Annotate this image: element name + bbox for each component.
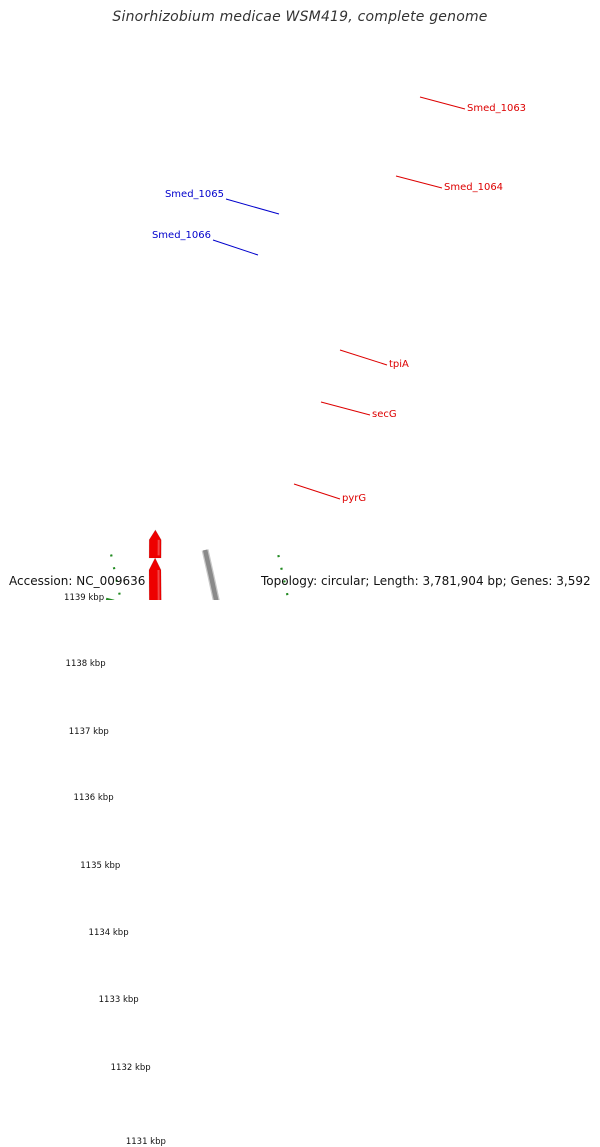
gene-label[interactable]: tpiA [389, 359, 409, 370]
tick-label: 1131 kbp [125, 1137, 166, 1147]
genome-map [105, 96, 466, 600]
tick-label: 1138 kbp [65, 659, 106, 669]
tick-label: 1134 kbp [88, 928, 129, 938]
cds-red-bottom-shine [157, 570, 160, 600]
gene-label[interactable]: Smed_1065 [164, 189, 224, 200]
cds-red-edge-shine [157, 539, 160, 556]
gene-label[interactable]: secG [372, 409, 397, 420]
cds-red-bottom [148, 557, 162, 600]
leader-line [212, 239, 259, 256]
tick-mark [105, 597, 115, 600]
leader-line [419, 96, 466, 110]
leader-line [293, 483, 341, 500]
leader-line [320, 401, 371, 416]
tick-label: 1139 kbp [64, 593, 105, 603]
genome-summary-text: Topology: circular; Length: 3,781,904 bp… [261, 574, 591, 588]
tick-label: 1136 kbp [73, 793, 114, 803]
gene-label[interactable]: Smed_1063 [467, 103, 527, 114]
leader-line [225, 198, 280, 215]
cds-red-edge [148, 529, 162, 559]
tick-label: 1133 kbp [98, 995, 139, 1005]
tick-label: 1132 kbp [110, 1063, 151, 1073]
leader-line [395, 175, 443, 189]
gene-label[interactable]: Smed_1064 [444, 182, 504, 193]
tick-label: 1137 kbp [68, 727, 109, 737]
gene-label[interactable]: pyrG [342, 493, 367, 504]
gene-label[interactable]: Smed_1066 [151, 230, 211, 241]
accession-text: Accession: NC_009636 [9, 574, 146, 588]
map-title: Sinorhizobium medicae WSM419, complete g… [112, 9, 488, 25]
tick-label: 1135 kbp [80, 861, 121, 871]
leader-line [339, 349, 388, 366]
